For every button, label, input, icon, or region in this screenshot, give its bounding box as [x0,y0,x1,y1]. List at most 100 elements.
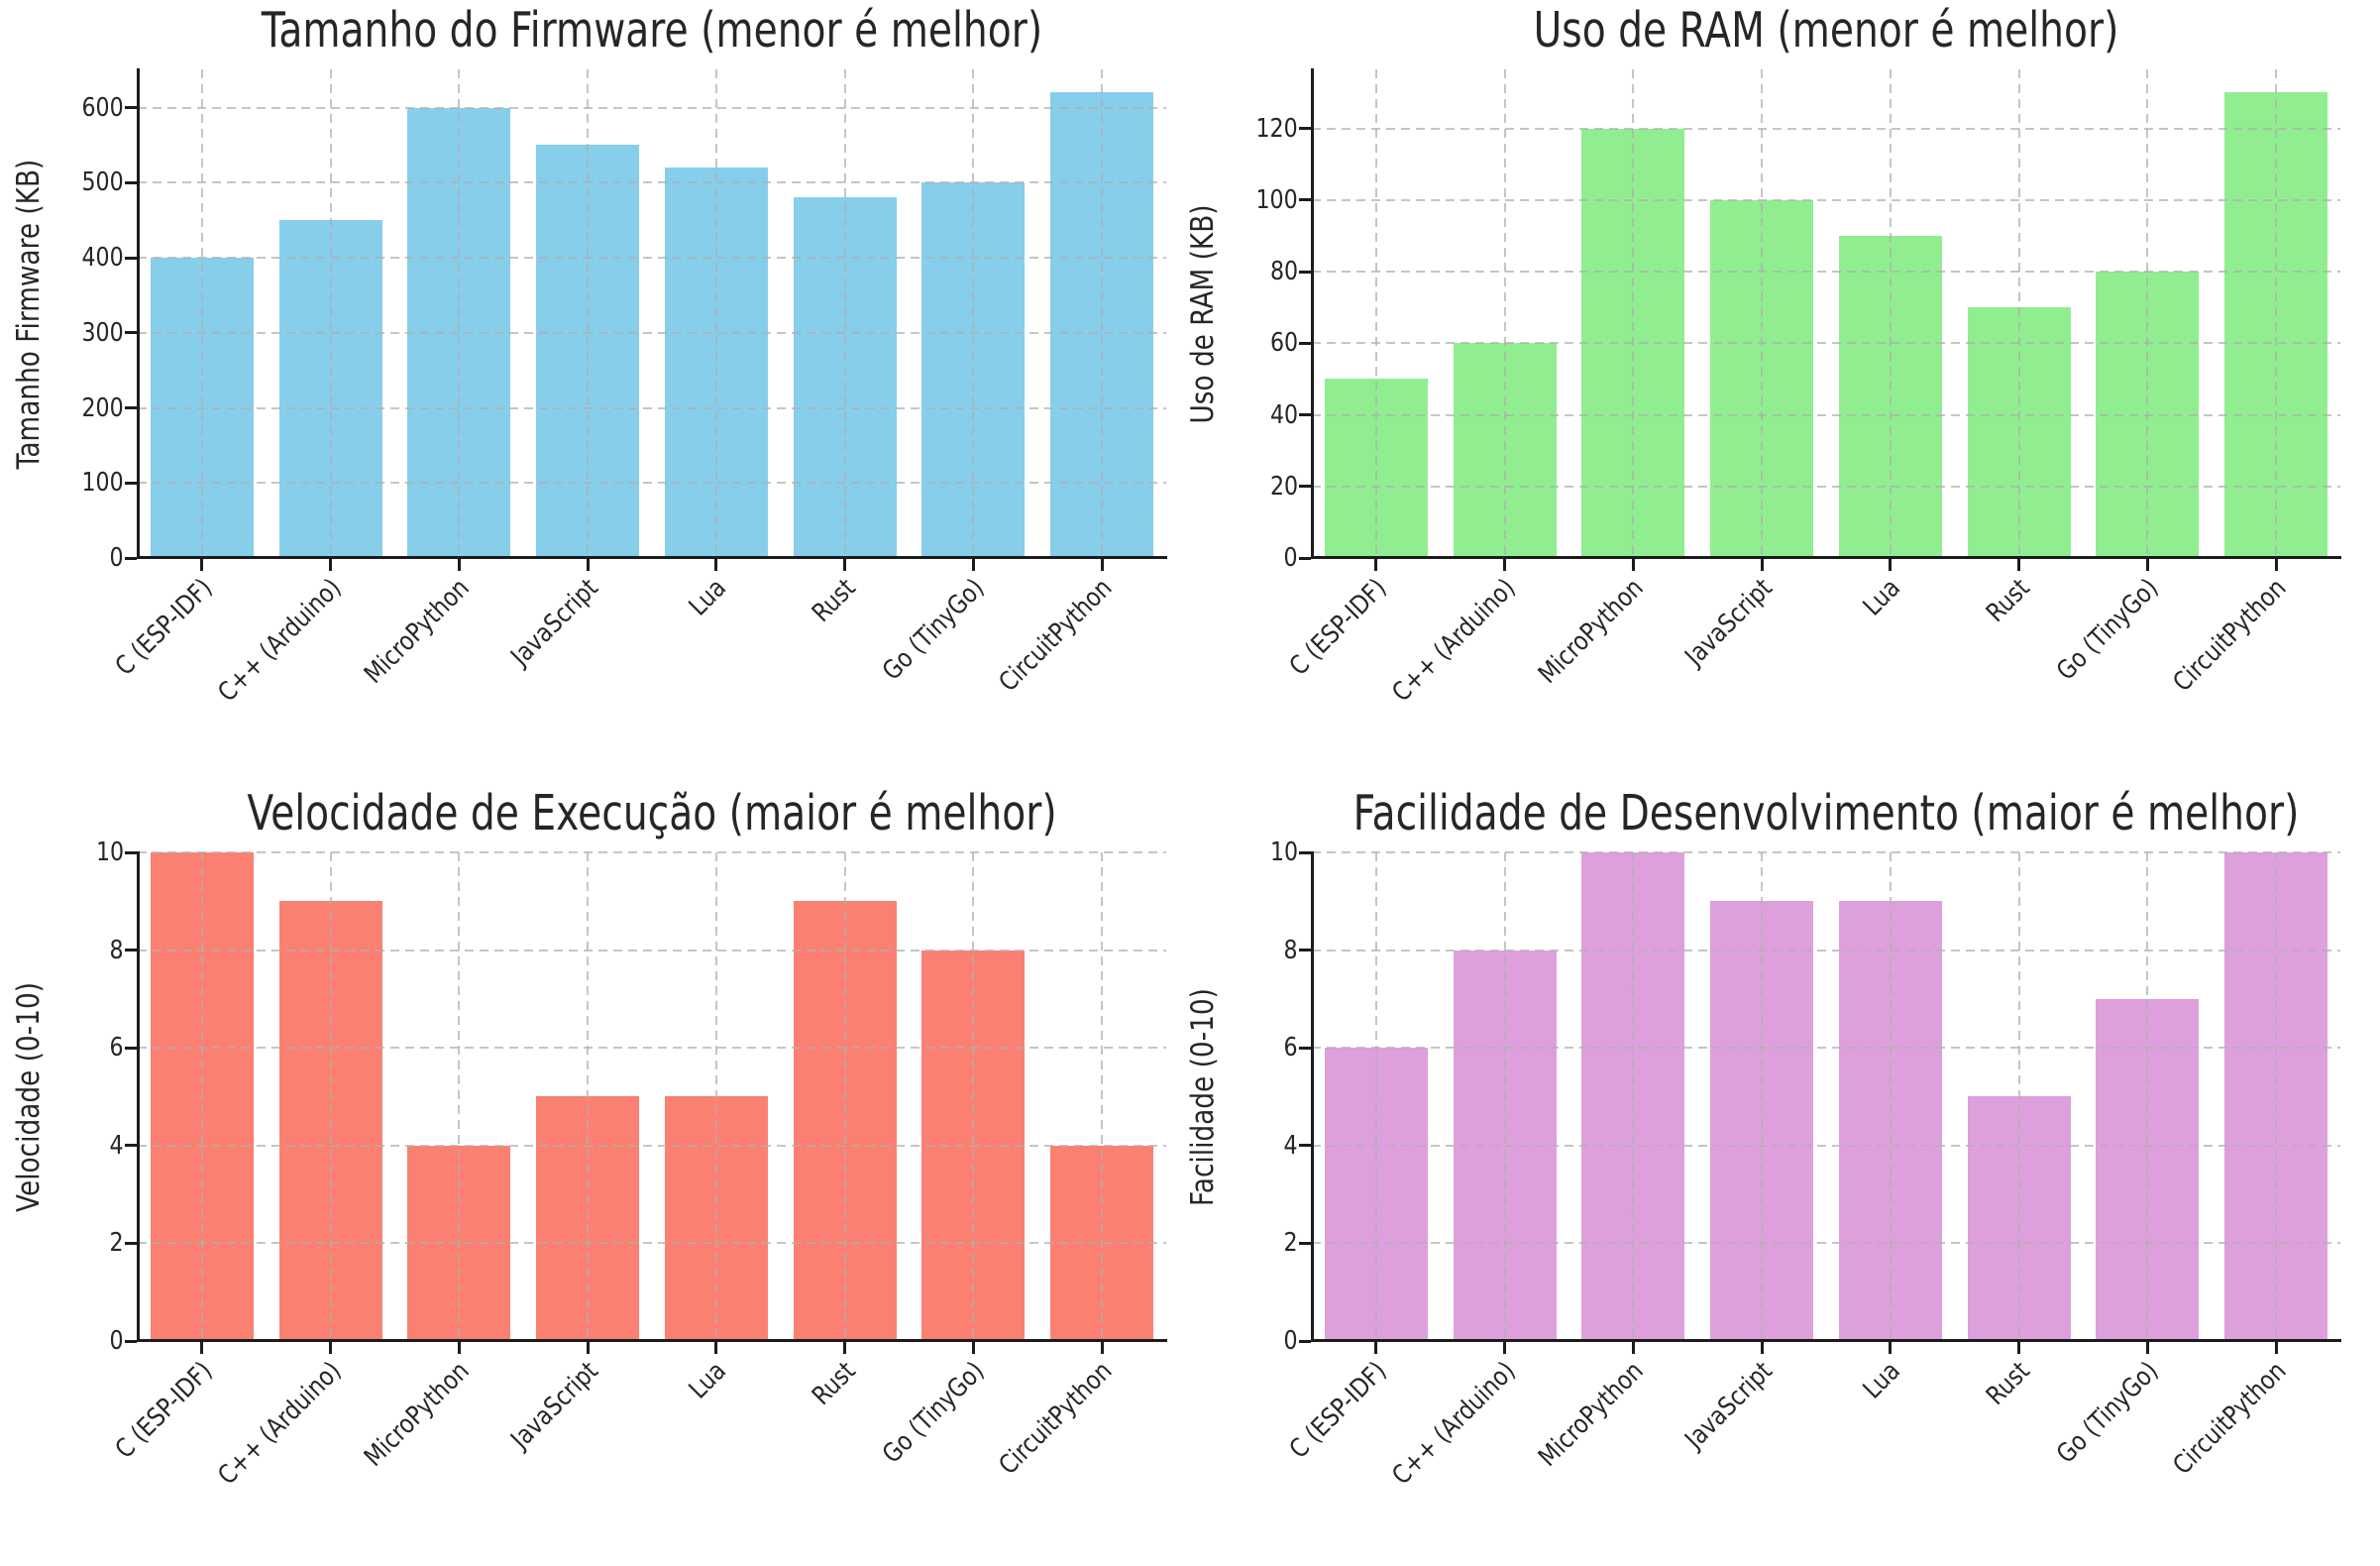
y-axis-label: Facilidade (0-10) [1185,968,1221,1225]
left-spine [1311,68,1314,559]
gridline-vertical [2275,852,2278,1341]
x-tick-label-text: Rust [806,573,862,628]
gridline-horizontal [138,257,1166,260]
y-tick-label-text: 100 [81,468,124,499]
gridline-horizontal [1312,342,2340,345]
y-tick-label: 2 [0,1230,124,1256]
plot-area [1299,68,2341,571]
chart-firmware-size: Tamanho do Firmware (menor é melhor) Tama… [0,0,1190,783]
gridline-horizontal [138,851,1166,853]
y-tick [1299,127,1311,131]
x-tick [1889,559,1893,571]
bottom-spine [1311,1339,2341,1342]
x-tick-label-text: CircuitPython [993,1356,1119,1481]
x-tick-label-text: Rust [1980,573,2036,628]
y-tick-label: 600 [0,95,124,121]
gridline-vertical [1632,69,1635,558]
x-tick-label-text: C++ (Arduino) [212,1356,348,1492]
x-tick-label-text: Lua [684,1356,733,1405]
x-tick [200,559,204,571]
y-tick-label-text: 500 [81,168,124,198]
y-tick [125,331,137,335]
gridline-vertical [1503,69,1506,558]
x-tick-label-text: MicroPython [1533,573,1650,690]
y-tick-label: 120 [1100,116,1298,142]
y-axis-label-text: Velocidade (0-10) [11,981,47,1212]
x-tick-label: C (ESP-IDF) [1269,1356,1392,1480]
gridline-horizontal [138,1047,1166,1050]
x-tick-label: CircuitPython [976,1356,1119,1499]
y-tick-label: 400 [0,245,124,271]
gridline-horizontal [138,1242,1166,1245]
y-axis-label-text: Facilidade (0-10) [1185,987,1221,1206]
x-tick-label: MicroPython [343,573,476,706]
x-tick [2017,559,2021,571]
x-tick-label-text: Go (TinyGo) [2050,1356,2164,1470]
x-tick [1100,1342,1104,1354]
y-tick-label: 500 [0,169,124,195]
x-tick [2274,559,2278,571]
y-tick-label-text: 0 [1283,543,1298,573]
x-tick [457,559,461,571]
x-tick [586,1342,590,1354]
gridline-vertical [200,852,203,1341]
x-tick-label: Go (TinyGo) [861,1356,990,1485]
gridline-vertical [972,852,975,1341]
x-tick [1503,1342,1507,1354]
left-spine [137,851,140,1342]
x-tick-label-text: JavaScript [505,1356,604,1455]
x-tick-label: Go (TinyGo) [2035,573,2164,702]
bottom-spine [137,556,1167,559]
y-tick [125,481,137,485]
y-tick [125,1241,137,1245]
x-tick-label-text: C (ESP-IDF) [109,573,219,682]
gridline-vertical [329,852,332,1341]
x-tick-label-text: JavaScript [505,573,604,672]
plot-area [1299,850,2341,1354]
x-tick [1631,559,1635,571]
y-tick-label-text: 600 [81,92,124,123]
x-tick-label-text: Lua [1858,573,1907,622]
gridline-vertical [587,69,590,558]
x-tick [714,559,718,571]
chart-dev-ease: Facilidade de Desenvolvimento (maior é m… [1185,783,2380,1566]
x-tick-label: Go (TinyGo) [2035,1356,2164,1485]
y-tick-label: 6 [1100,1035,1298,1061]
gridline-vertical [1374,69,1377,558]
chart-title: Tamanho do Firmware (menor é melhor) [163,2,1139,59]
x-tick-label-text: C++ (Arduino) [1386,573,1522,709]
x-tick-label: CircuitPython [2150,573,2293,716]
y-axis-label-text: Uso de RAM (KB) [1185,203,1221,424]
y-tick-label: 0 [0,545,124,571]
x-tick-label: Rust [1975,1356,2036,1416]
x-tick-label: Rust [801,573,862,633]
x-tick [586,559,590,571]
y-tick-label-text: 8 [109,935,124,965]
y-tick-label: 2 [1100,1230,1298,1256]
x-tick-label-text: Go (TinyGo) [876,573,990,687]
x-tick-label-text: MicroPython [359,573,476,690]
y-tick-label: 40 [1100,402,1298,428]
y-axis-label: Velocidade (0-10) [11,961,47,1232]
y-tick [1299,270,1311,274]
y-tick-label-text: 10 [95,838,124,867]
gridline-vertical [200,69,203,558]
chart-title-text: Tamanho do Firmware (menor é melhor) [261,2,1043,58]
gridline-horizontal [1312,198,2340,201]
y-tick-label: 20 [1100,474,1298,500]
y-tick [125,949,137,952]
y-tick-label: 0 [0,1328,124,1354]
x-tick [2145,1342,2149,1354]
y-tick [1299,850,1311,854]
y-tick-label: 200 [0,395,124,421]
gridline-horizontal [1312,949,2340,951]
x-tick-label: JavaScript [492,1356,604,1468]
x-tick-label: C (ESP-IDF) [95,1356,218,1480]
gridline-vertical [1101,69,1104,558]
gridline-vertical [1761,852,1764,1341]
gridline-horizontal [1312,271,2340,274]
y-tick-label-text: 80 [1269,257,1298,287]
gridline-vertical [714,852,717,1341]
y-tick [125,256,137,260]
